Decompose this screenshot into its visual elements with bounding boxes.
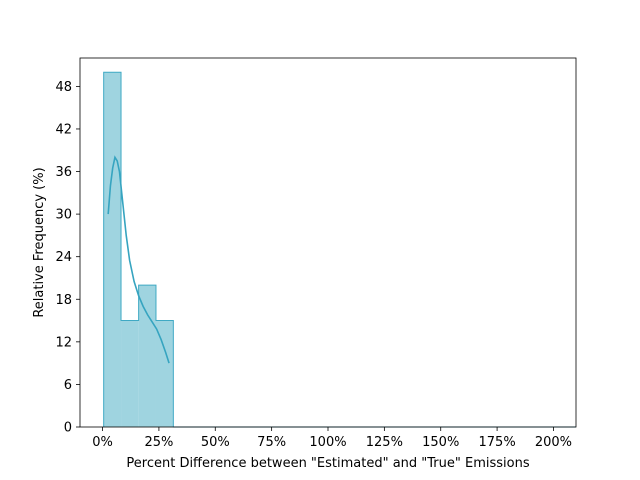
y-tick-label: 12 <box>55 335 72 350</box>
y-tick-label: 30 <box>55 208 72 223</box>
histogram-bar <box>121 320 139 427</box>
histogram-bar <box>103 72 122 427</box>
y-tick-label: 0 <box>64 421 72 436</box>
x-tick-label: 0% <box>92 435 113 450</box>
y-tick-label: 48 <box>55 80 72 95</box>
y-axis-ticks: 0 6 12 18 24 30 36 42 48 <box>55 80 80 436</box>
histogram-outline <box>103 71 576 428</box>
x-tick-label: 50% <box>201 435 230 450</box>
x-tick-label: 150% <box>422 435 459 450</box>
y-tick-label: 18 <box>55 293 72 308</box>
kde-curve <box>107 155 170 364</box>
histogram-bar <box>138 285 156 427</box>
x-tick-label: 100% <box>309 435 346 450</box>
y-tick-label: 42 <box>55 122 72 137</box>
y-tick-label: 24 <box>55 250 72 265</box>
x-tick-label: 25% <box>144 435 173 450</box>
histogram-bar <box>155 320 174 427</box>
y-axis-label: Relative Frequency (%) <box>32 167 47 317</box>
x-tick-label: 75% <box>257 435 286 450</box>
x-axis-ticks: 0% 25% 50% 75% 100% 125% 150% 175% 200% <box>92 427 572 450</box>
y-tick-label: 36 <box>55 165 72 180</box>
x-tick-label: 125% <box>366 435 403 450</box>
x-axis-label: Percent Difference between "Estimated" a… <box>126 456 529 471</box>
x-tick-label: 175% <box>479 435 516 450</box>
histogram-bars <box>103 72 174 427</box>
y-tick-label: 6 <box>64 378 72 393</box>
x-tick-label: 200% <box>535 435 572 450</box>
